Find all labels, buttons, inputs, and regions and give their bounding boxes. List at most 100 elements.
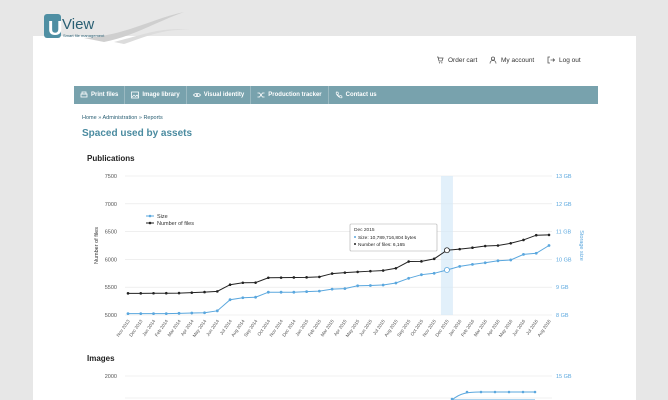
logo-mark [44, 14, 61, 38]
nav-label: Contact us [345, 92, 377, 98]
size-point [394, 281, 398, 285]
files-point [126, 292, 130, 295]
files-point [547, 233, 551, 237]
files-point [432, 257, 436, 261]
files-point [305, 276, 308, 279]
chart-tooltip: Dec 2015 Size: 10,789,716,804 bytesNumber… [349, 223, 438, 252]
size-point [152, 312, 155, 316]
files-point [471, 246, 474, 250]
brand-logo[interactable]: U View Smart file management [44, 8, 194, 48]
y-tick-label: 6500 [105, 230, 117, 236]
x-tick-label: Jun 2014 [205, 318, 220, 337]
size-point [381, 283, 385, 287]
phone-icon [335, 91, 343, 99]
size-point [254, 295, 257, 299]
y-tick-label: 7000 [105, 202, 117, 208]
y-tick-label: 5500 [105, 285, 117, 291]
size-point [126, 312, 130, 316]
files-point [381, 269, 385, 272]
size-point [330, 287, 334, 291]
logout-icon [547, 56, 555, 64]
files-point [292, 276, 296, 279]
nav-label: Production tracker [268, 92, 322, 98]
size-point [177, 311, 181, 315]
images-point [465, 390, 469, 394]
x-tick-label: Jun 2015 [358, 318, 373, 337]
order-cart-link[interactable]: Order cart [436, 56, 477, 64]
nav-visual-identity[interactable]: Visual identity [187, 86, 252, 104]
hover-band [440, 176, 453, 315]
x-tick-label: Jun 2016 [511, 318, 526, 337]
nav-production-tracker[interactable]: Production tracker [251, 86, 329, 104]
size-point [509, 258, 513, 262]
hover-marker-size [444, 267, 450, 273]
size-point [368, 284, 372, 287]
size-point [215, 309, 219, 313]
section-title-images: Images [87, 354, 115, 363]
page-title: Spaced used by assets [82, 128, 193, 139]
files-point [139, 292, 143, 295]
brand-tagline: Smart file management [63, 33, 105, 38]
cart-icon [437, 56, 444, 64]
files-point [203, 290, 206, 294]
y-tick-label: 2000 [105, 374, 117, 380]
nav-image-library[interactable]: Image library [125, 86, 187, 104]
files-point [394, 266, 398, 270]
breadcrumb[interactable]: Home » Administration » Reports [82, 115, 163, 121]
tooltip-title: Dec 2015 [354, 227, 375, 233]
size-point [292, 290, 296, 294]
size-point [190, 311, 194, 315]
files-point [177, 291, 181, 295]
images-chart: 2000 15 GB [105, 374, 572, 400]
legend-marker-files [148, 221, 152, 225]
size-point [420, 273, 423, 277]
files-point [420, 260, 423, 263]
legend-marker-size [148, 214, 152, 218]
y-tick-label: 7500 [105, 174, 117, 180]
images-point [493, 390, 497, 394]
legend-label-size: Size [157, 214, 168, 220]
y-tick-label: 6000 [105, 257, 117, 263]
y2-tick-label: 13 GB [556, 174, 572, 180]
size-point [305, 290, 309, 294]
image-icon [131, 91, 140, 99]
size-point [356, 284, 360, 288]
log-out-label: Log out [559, 56, 581, 64]
main-nav: Print files Image library Visual identit… [74, 86, 598, 104]
y-axis-title: Number of files [94, 227, 100, 264]
hover-marker-files [444, 247, 450, 254]
files-point [228, 283, 232, 286]
log-out-link[interactable]: Log out [547, 56, 581, 64]
size-point [203, 311, 206, 315]
size-point [266, 290, 270, 294]
size-point [522, 252, 525, 256]
files-point [279, 276, 283, 279]
files-point [534, 233, 538, 237]
publications-chart: 5000 8 GB 5500 9 GB 6000 10 GB 6500 11 GB 7000 12… [94, 174, 584, 338]
size-point [279, 290, 283, 294]
files-point [330, 272, 334, 275]
my-account-label: My account [501, 56, 535, 64]
nav-print-files[interactable]: Print files [74, 86, 126, 104]
images-point [521, 390, 525, 394]
y2-tick-label: 10 GB [556, 257, 572, 263]
files-point [458, 247, 461, 251]
size-series-line [128, 245, 550, 315]
files-point [241, 281, 245, 285]
shuffle-icon [257, 92, 265, 98]
files-point [164, 291, 168, 295]
files-point [190, 291, 194, 294]
files-point [152, 291, 155, 295]
my-account-link[interactable]: My account [489, 56, 534, 64]
files-point [356, 270, 359, 274]
size-point [483, 261, 487, 265]
images-point [479, 390, 483, 394]
nav-contact-us[interactable]: Contact us [329, 86, 383, 104]
files-point [369, 269, 372, 273]
files-point [496, 244, 500, 247]
y2-tick-label: 9 GB [556, 285, 569, 291]
files-point [318, 275, 321, 279]
size-point [241, 296, 245, 300]
y-tick-label: 5000 [105, 313, 117, 319]
tooltip-size-line: Size: 10,789,716,804 bytes [358, 235, 417, 241]
